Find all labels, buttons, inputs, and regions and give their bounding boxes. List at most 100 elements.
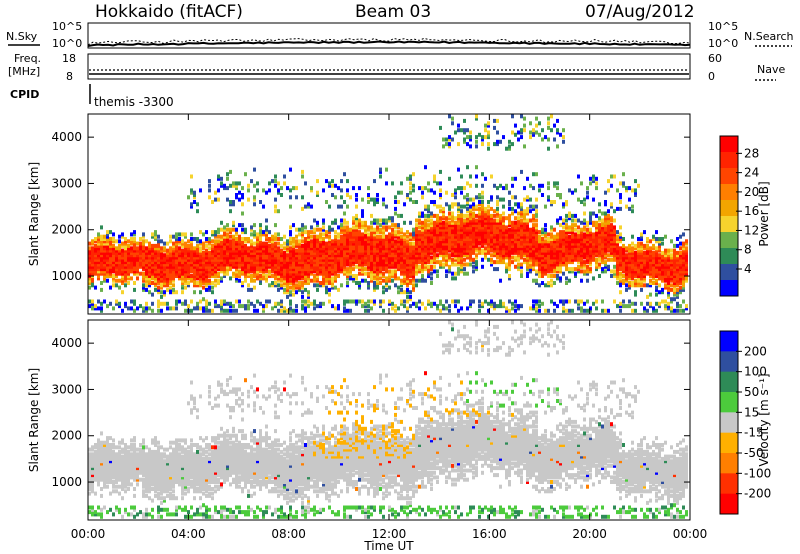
- power-cell: [448, 216, 451, 221]
- power-cell: [646, 255, 649, 260]
- power-cell: [274, 243, 277, 248]
- power-cell: [490, 234, 493, 239]
- power-cell: [658, 276, 661, 281]
- power-cell: [475, 264, 478, 269]
- power-cell: [628, 299, 631, 304]
- power-cell: [418, 211, 421, 216]
- power-cell: [181, 253, 184, 258]
- power-cell: [289, 260, 292, 265]
- power-cell: [337, 260, 340, 265]
- power-cell: [559, 232, 562, 237]
- power-cell: [277, 271, 280, 276]
- power-cell: [667, 292, 670, 297]
- power-cell: [118, 257, 121, 262]
- power-cell: [658, 241, 661, 246]
- power-cell: [325, 241, 328, 246]
- power-cell: [583, 232, 586, 237]
- power-cell: [115, 283, 118, 288]
- power-cell: [367, 250, 370, 255]
- power-cell: [304, 264, 307, 269]
- power-cell: [472, 220, 475, 225]
- power-cell: [562, 237, 565, 241]
- power-cell: [106, 264, 109, 269]
- power-cell: [109, 260, 112, 265]
- power-cell: [301, 262, 304, 267]
- power-cell: [157, 290, 160, 295]
- power-cell: [358, 218, 361, 223]
- power-cell: [559, 241, 562, 246]
- power-cell: [409, 257, 412, 262]
- power-cell: [334, 257, 337, 262]
- power-cell: [550, 202, 553, 207]
- power-cell: [535, 278, 538, 283]
- power-cell: [634, 308, 637, 313]
- power-cell: [517, 253, 520, 258]
- power-cell: [544, 253, 547, 258]
- power-cell: [304, 269, 307, 274]
- power-cell: [631, 248, 634, 253]
- power-cell: [139, 262, 142, 267]
- power-cell: [361, 271, 364, 276]
- power-cell: [214, 260, 217, 265]
- power-cell: [550, 239, 553, 244]
- power-cell: [601, 230, 604, 235]
- power-cell: [256, 255, 259, 260]
- power-cell: [184, 234, 187, 239]
- power-cell: [184, 299, 187, 304]
- power-cell: [553, 183, 556, 188]
- power-cell: [376, 239, 379, 244]
- power-cell: [367, 274, 370, 278]
- power-cell: [154, 250, 157, 255]
- power-cell: [391, 306, 394, 311]
- power-cell: [493, 125, 496, 130]
- power-cell: [166, 271, 169, 276]
- power-cell: [376, 255, 379, 260]
- power-cell: [361, 278, 364, 283]
- power-cell: [313, 299, 316, 304]
- power-cell: [571, 257, 574, 262]
- power-cell: [268, 271, 271, 276]
- power-cell: [595, 257, 598, 262]
- power-cell: [367, 283, 370, 288]
- power-cell: [436, 306, 439, 311]
- power-cell: [292, 271, 295, 276]
- power-cell: [283, 241, 286, 246]
- power-cell: [268, 283, 271, 288]
- power-cell: [340, 218, 343, 223]
- power-cell: [565, 202, 568, 207]
- power-cell: [637, 255, 640, 260]
- power-cell: [88, 253, 91, 258]
- power-cell: [193, 267, 196, 272]
- power-cell: [478, 220, 481, 225]
- power-cell: [535, 299, 538, 304]
- power-cell: [532, 232, 535, 237]
- power-cell: [421, 278, 424, 283]
- power-cell: [466, 227, 469, 232]
- power-cell: [277, 250, 280, 255]
- power-cell: [322, 188, 325, 193]
- power-cell: [229, 227, 232, 232]
- power-cell: [439, 243, 442, 248]
- power-cell: [319, 237, 322, 241]
- power-cell: [346, 255, 349, 260]
- power-cell: [115, 248, 118, 253]
- power-cell: [328, 255, 331, 260]
- power-cell: [472, 299, 475, 304]
- power-cell: [205, 257, 208, 262]
- power-cell: [400, 246, 403, 251]
- power-cell: [391, 216, 394, 221]
- power-cell: [421, 186, 424, 191]
- power-cell: [283, 174, 286, 179]
- power-cell: [379, 250, 382, 255]
- power-cell: [118, 250, 121, 255]
- power-cell: [508, 202, 511, 207]
- power-cell: [382, 225, 385, 230]
- power-cell: [160, 301, 163, 306]
- power-cell: [649, 278, 652, 283]
- power-cell: [565, 234, 568, 239]
- power-cell: [529, 135, 532, 140]
- power-cell: [382, 197, 385, 202]
- power-cell: [352, 250, 355, 255]
- power-cell: [145, 278, 148, 283]
- power-cell: [199, 241, 202, 246]
